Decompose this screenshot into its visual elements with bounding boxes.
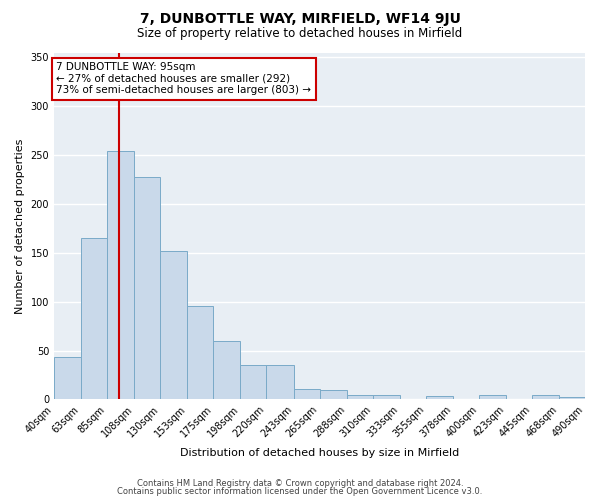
Bar xyxy=(134,176,160,400)
Bar xyxy=(241,365,266,400)
Text: Contains HM Land Registry data © Crown copyright and database right 2024.: Contains HM Land Registry data © Crown c… xyxy=(137,478,463,488)
Bar xyxy=(347,394,373,400)
Text: 7, DUNBOTTLE WAY, MIRFIELD, WF14 9JU: 7, DUNBOTTLE WAY, MIRFIELD, WF14 9JU xyxy=(140,12,460,26)
Bar xyxy=(81,238,107,400)
Bar xyxy=(479,396,506,400)
X-axis label: Distribution of detached houses by size in Mirfield: Distribution of detached houses by size … xyxy=(180,448,459,458)
Y-axis label: Number of detached properties: Number of detached properties xyxy=(15,138,25,314)
Bar xyxy=(214,341,241,400)
Bar xyxy=(187,306,214,400)
Text: Contains public sector information licensed under the Open Government Licence v3: Contains public sector information licen… xyxy=(118,487,482,496)
Bar xyxy=(373,396,400,400)
Bar xyxy=(559,398,585,400)
Text: 7 DUNBOTTLE WAY: 95sqm
← 27% of detached houses are smaller (292)
73% of semi-de: 7 DUNBOTTLE WAY: 95sqm ← 27% of detached… xyxy=(56,62,311,96)
Bar xyxy=(266,365,293,400)
Bar xyxy=(54,358,81,400)
Bar xyxy=(532,394,559,400)
Bar xyxy=(107,151,134,400)
Bar xyxy=(426,396,453,400)
Text: Size of property relative to detached houses in Mirfield: Size of property relative to detached ho… xyxy=(137,28,463,40)
Bar xyxy=(160,251,187,400)
Bar xyxy=(320,390,347,400)
Bar xyxy=(293,388,320,400)
